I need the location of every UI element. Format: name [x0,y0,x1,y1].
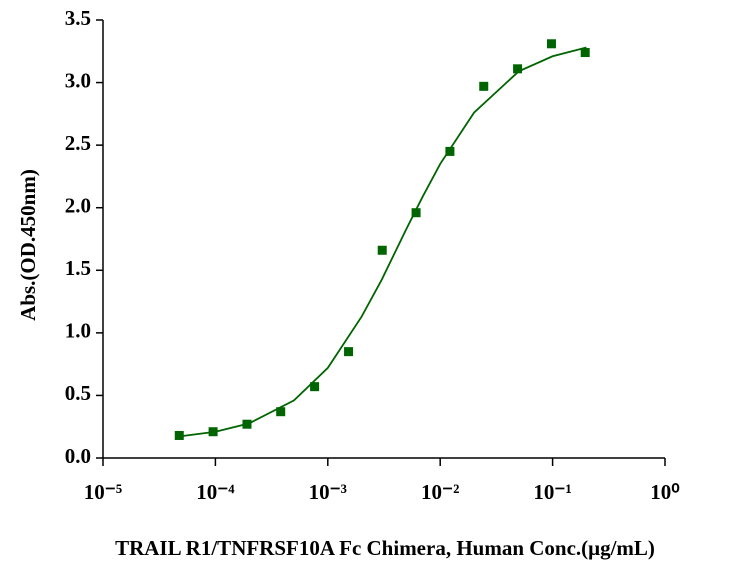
data-point [580,48,590,58]
data-point [377,245,387,255]
data-point [174,430,184,440]
y-tick-label: 0.5 [65,381,91,405]
data-point [310,382,320,392]
y-tick-label: 3.5 [65,6,91,30]
x-tick-label: 10⁻⁵ [84,480,122,504]
x-tick-label: 10⁻² [421,480,459,504]
x-tick-label: 10⁻¹ [533,480,571,504]
x-axis-label: TRAIL R1/TNFRSF10A Fc Chimera, Human Con… [115,536,655,560]
y-tick-label: 1.5 [65,256,91,280]
y-tick-label: 0.0 [65,444,91,468]
y-axis-label: Abs.(OD.450nm) [16,169,40,321]
x-tick-label: 10⁻⁴ [196,480,235,504]
data-point [445,146,455,156]
data-point [479,81,489,91]
x-tick-label: 10⁻³ [309,480,347,504]
y-tick-label: 3.0 [65,68,91,92]
y-tick-label: 1.0 [65,319,91,343]
y-tick-label: 2.0 [65,194,91,218]
data-point [276,407,286,417]
data-point [411,208,421,218]
data-point [546,39,556,49]
fit-curve [181,46,587,437]
data-point [344,347,354,357]
data-point [513,64,523,74]
x-tick-label: 10⁰ [650,480,680,504]
y-tick-label: 2.5 [65,131,91,155]
